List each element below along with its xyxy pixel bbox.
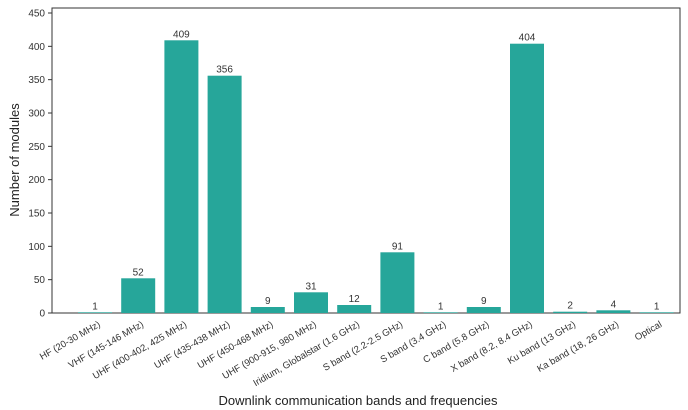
plot-frame [51, 7, 681, 314]
x-tick-label: Ka band (18, 26 GHz) [535, 319, 621, 375]
bar-value-label: 52 [133, 267, 145, 278]
bar [78, 312, 112, 313]
bar [423, 312, 458, 313]
bar [294, 292, 328, 313]
y-tick-label: 300 [28, 109, 45, 120]
y-tick-label: 400 [28, 42, 45, 53]
bar [466, 307, 501, 313]
bar [250, 307, 285, 313]
bar [207, 75, 242, 313]
y-tick-label: 200 [28, 175, 45, 186]
bars: 1 52 409 356 9 31 12 91 1 9 404 2 4 1 [78, 29, 674, 314]
bar-value-label: 1 [654, 301, 660, 312]
x-tick-label: X band (8.2, 8.4 GHz) [449, 319, 535, 375]
bar-value-label: 12 [349, 294, 361, 305]
bar-value-label: 9 [265, 296, 271, 307]
x-tick-label: UHF (435-438 MHz) [153, 319, 233, 371]
x-tick-label: S band (2.2-2.5 GHz) [321, 319, 405, 374]
x-tick-label: Optical [633, 319, 664, 343]
bar [164, 40, 199, 314]
y-tick-label: 100 [28, 242, 45, 253]
y-tick-label: 250 [28, 142, 45, 153]
bar [380, 252, 415, 313]
bar [121, 278, 156, 313]
bar-value-label: 1 [438, 301, 444, 312]
x-axis: HF (20-30 MHz)VHF (145-146 MHz)UHF (400-… [38, 319, 664, 389]
bar [510, 43, 544, 313]
bar-value-label: 356 [216, 65, 233, 76]
bar-value-label: 9 [481, 296, 487, 307]
bar-value-label: 409 [173, 29, 190, 40]
y-tick-label: 450 [28, 9, 45, 20]
y-tick-label: 350 [28, 75, 45, 86]
bar-value-label: 4 [611, 299, 617, 310]
bar-value-label: 404 [519, 33, 536, 44]
bar [553, 311, 588, 313]
y-tick-label: 50 [34, 275, 46, 286]
bar-value-label: 31 [305, 281, 317, 292]
y-tick-label: 150 [28, 209, 45, 220]
bar-value-label: 1 [92, 301, 98, 312]
bar [596, 310, 631, 313]
bar-value-label: 2 [567, 301, 573, 312]
bar [337, 305, 372, 313]
bar [639, 312, 674, 313]
y-axis-title: Number of modules [7, 103, 22, 217]
x-axis-title: Downlink communication bands and frequen… [219, 393, 498, 408]
y-tick-label: 0 [39, 309, 45, 320]
y-axis: 0 50 100 150 200 250 300 350 400 450 [28, 9, 52, 320]
bar-value-label: 91 [392, 241, 404, 252]
